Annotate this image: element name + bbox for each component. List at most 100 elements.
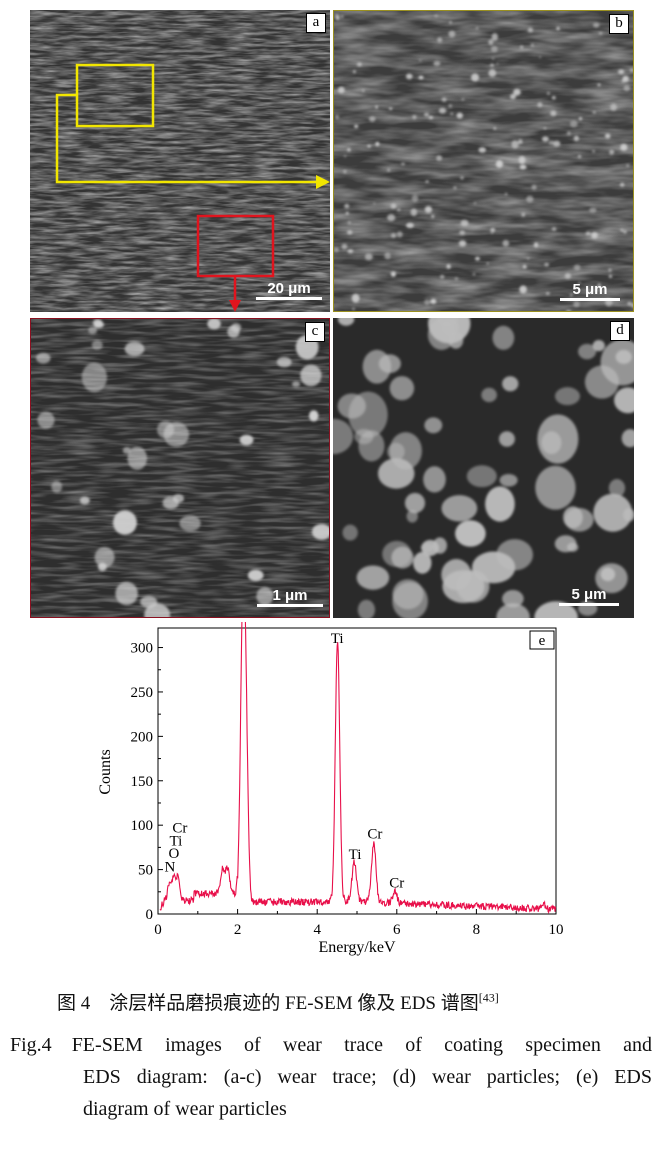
plot-area <box>157 627 557 915</box>
particle <box>94 546 115 568</box>
particle <box>162 496 179 510</box>
particle <box>347 148 351 152</box>
particle <box>364 253 373 261</box>
particle <box>598 32 603 35</box>
particle <box>544 262 550 267</box>
peak-label: N <box>165 859 176 875</box>
particle <box>543 127 547 130</box>
particle <box>157 420 175 439</box>
particle <box>387 168 390 172</box>
particle <box>140 595 158 608</box>
particle <box>450 112 454 116</box>
particle <box>551 227 557 231</box>
particle <box>554 387 581 406</box>
particle <box>337 86 345 94</box>
particle <box>511 140 519 149</box>
particle <box>351 307 356 311</box>
particle <box>564 508 594 532</box>
particle <box>622 75 629 83</box>
caption-chinese: 图 4 涂层样品磨损痕迹的 FE-SEM 像及 EDS 谱图[43] <box>57 988 499 1015</box>
y-tick-label: 250 <box>131 685 154 701</box>
particle <box>475 256 480 261</box>
particle <box>390 271 396 277</box>
particle <box>124 341 145 357</box>
particle <box>391 546 414 569</box>
particle <box>620 228 624 232</box>
peak-label: Cr <box>389 875 404 891</box>
particle <box>433 60 441 66</box>
particle <box>491 57 495 60</box>
particle <box>424 206 433 213</box>
particle <box>448 30 456 38</box>
particle <box>490 63 495 67</box>
particle <box>384 252 391 260</box>
x-tick-label: 0 <box>154 922 162 938</box>
scale-bar-d: 5 μm <box>559 586 619 606</box>
particle <box>538 56 542 58</box>
particle <box>545 292 550 296</box>
particle <box>475 26 479 30</box>
particle <box>502 376 519 392</box>
scale-bar-text: 1 μm <box>272 587 308 604</box>
x-tick-label: 8 <box>473 922 481 938</box>
particle <box>460 176 464 180</box>
particle <box>513 88 521 96</box>
particle <box>404 492 426 514</box>
panel-label-e: e <box>539 633 546 649</box>
particle <box>428 115 434 120</box>
particle <box>573 135 580 142</box>
particle <box>81 362 108 393</box>
particle <box>493 127 497 130</box>
particle <box>247 569 264 582</box>
x-tick-label: 2 <box>234 922 242 938</box>
particle <box>375 141 380 147</box>
particle <box>231 323 242 333</box>
particle <box>518 139 523 145</box>
particle <box>531 184 537 190</box>
particle <box>430 298 437 305</box>
particle <box>526 195 534 203</box>
particle <box>342 524 358 541</box>
particle <box>424 417 443 434</box>
particle <box>522 213 525 216</box>
particle <box>413 551 432 574</box>
particle <box>375 105 379 109</box>
particle <box>604 133 611 139</box>
particle <box>122 447 131 454</box>
particle <box>595 563 628 594</box>
particle <box>341 243 348 250</box>
particle <box>569 120 578 128</box>
particle <box>566 131 571 136</box>
particle <box>354 124 359 129</box>
y-tick-label: 200 <box>131 729 154 745</box>
particle <box>334 13 339 17</box>
particle <box>311 523 329 540</box>
particle <box>490 227 496 233</box>
particle <box>300 364 322 387</box>
particle <box>424 299 431 306</box>
particle <box>276 356 292 368</box>
x-tick-label: 10 <box>549 922 564 938</box>
scale-bar-b: 5 μm <box>560 281 620 301</box>
particle <box>593 493 633 532</box>
particle <box>112 510 137 535</box>
particle <box>308 410 319 422</box>
particle <box>456 112 463 119</box>
particle <box>573 264 581 271</box>
particle <box>396 231 403 238</box>
particle <box>592 150 596 153</box>
particle <box>353 70 356 74</box>
particle <box>499 473 518 487</box>
scale-bar-line <box>559 603 619 606</box>
particle <box>614 387 634 414</box>
particle <box>405 73 413 80</box>
particle <box>354 428 374 445</box>
particle <box>502 590 524 608</box>
x-axis-label: Energy/keV <box>318 939 395 956</box>
particle <box>550 110 557 117</box>
sem-panel-d: d 5 μm <box>333 318 634 618</box>
particle <box>498 431 515 447</box>
particle <box>344 155 347 158</box>
particle <box>437 37 443 43</box>
particle <box>466 465 497 488</box>
